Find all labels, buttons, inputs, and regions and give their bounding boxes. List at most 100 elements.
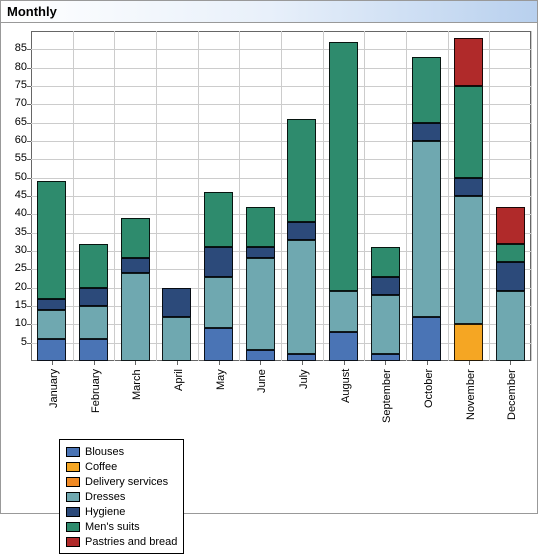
bar-segment [454, 178, 483, 196]
tick-mark-y [27, 49, 31, 50]
tick-mark-y [27, 251, 31, 252]
grid-line-v [281, 31, 282, 361]
tick-mark-x [135, 361, 136, 365]
y-axis-label: 45 [3, 189, 27, 201]
bar-segment [37, 299, 66, 310]
y-axis-label: 35 [3, 226, 27, 238]
tick-mark-x [510, 361, 511, 365]
chart-title: Monthly [1, 1, 537, 23]
tick-mark-y [27, 306, 31, 307]
y-axis-label: 80 [3, 61, 27, 73]
bar-segment [79, 288, 108, 306]
bar-segment [496, 262, 525, 291]
bar-segment [79, 244, 108, 288]
tick-mark-y [27, 288, 31, 289]
grid-line-v [406, 31, 407, 361]
tick-mark-y [27, 104, 31, 105]
bar-segment [162, 317, 191, 361]
grid-line-v [156, 31, 157, 361]
tick-mark-x [385, 361, 386, 365]
chart-container: Monthly Blouses Coffee Delivery services Dr… [0, 0, 538, 514]
y-axis-label: 25 [3, 262, 27, 274]
grid-line-v [114, 31, 115, 361]
legend-label: Blouses [85, 446, 124, 458]
y-axis-label: 70 [3, 97, 27, 109]
legend-swatch [66, 492, 80, 502]
bar-segment [287, 222, 316, 240]
tick-mark-x [94, 361, 95, 365]
tick-mark-x [469, 361, 470, 365]
bar-segment [204, 247, 233, 276]
legend: BlousesCoffeeDelivery servicesDressesHyg… [59, 439, 184, 554]
bar-segment [37, 181, 66, 298]
y-axis-label: 30 [3, 244, 27, 256]
bar-segment [454, 38, 483, 86]
tick-mark-y [27, 178, 31, 179]
x-axis-label: April [173, 369, 185, 391]
bar-segment [121, 258, 150, 273]
grid-line-v [239, 31, 240, 361]
x-axis-label: March [131, 369, 143, 400]
y-axis-label: 10 [3, 317, 27, 329]
bar-segment [121, 273, 150, 361]
tick-mark-y [27, 324, 31, 325]
legend-swatch [66, 537, 80, 547]
tick-mark-y [27, 343, 31, 344]
x-axis-label: December [506, 369, 518, 420]
tick-mark-x [219, 361, 220, 365]
tick-mark-x [177, 361, 178, 365]
y-axis-label: 50 [3, 171, 27, 183]
legend-swatch [66, 522, 80, 532]
legend-swatch [66, 447, 80, 457]
x-axis-label: May [215, 369, 227, 390]
bar-segment [454, 324, 483, 361]
legend-label: Dresses [85, 491, 125, 503]
bar-segment [246, 247, 275, 258]
legend-label: Coffee [85, 461, 117, 473]
tick-mark-y [27, 233, 31, 234]
bar-segment [329, 291, 358, 331]
y-axis-label: 55 [3, 152, 27, 164]
x-axis-label: July [298, 369, 310, 389]
bar-segment [204, 277, 233, 328]
legend-item: Coffee [66, 459, 177, 474]
legend-item: Dresses [66, 489, 177, 504]
bar-segment [496, 244, 525, 262]
bar-segment [162, 288, 191, 317]
bar-segment [204, 192, 233, 247]
bar-segment [246, 207, 275, 247]
tick-mark-x [52, 361, 53, 365]
bar-segment [287, 240, 316, 354]
legend-item: Blouses [66, 444, 177, 459]
tick-mark-y [27, 214, 31, 215]
legend-label: Delivery services [85, 476, 168, 488]
legend-swatch [66, 462, 80, 472]
grid-line-v [531, 31, 532, 361]
x-axis-label: February [90, 369, 102, 413]
grid-line-v [198, 31, 199, 361]
tick-mark-x [260, 361, 261, 365]
grid-line-v [489, 31, 490, 361]
tick-mark-y [27, 141, 31, 142]
tick-mark-y [27, 269, 31, 270]
bar-segment [287, 354, 316, 361]
legend-label: Pastries and bread [85, 536, 177, 548]
tick-mark-y [27, 123, 31, 124]
x-axis-label: October [423, 369, 435, 408]
y-axis-label: 75 [3, 79, 27, 91]
tick-mark-y [27, 68, 31, 69]
bar-segment [37, 310, 66, 339]
bar-segment [37, 339, 66, 361]
grid-line-v [448, 31, 449, 361]
x-axis-label: August [340, 369, 352, 403]
bar-segment [371, 247, 400, 276]
y-axis-label: 40 [3, 207, 27, 219]
bar-segment [496, 291, 525, 361]
y-axis-label: 5 [3, 336, 27, 348]
legend-swatch [66, 507, 80, 517]
bar-segment [412, 317, 441, 361]
legend-swatch [66, 477, 80, 487]
bar-segment [246, 350, 275, 361]
x-axis-label: January [48, 369, 60, 408]
bar-segment [121, 218, 150, 258]
